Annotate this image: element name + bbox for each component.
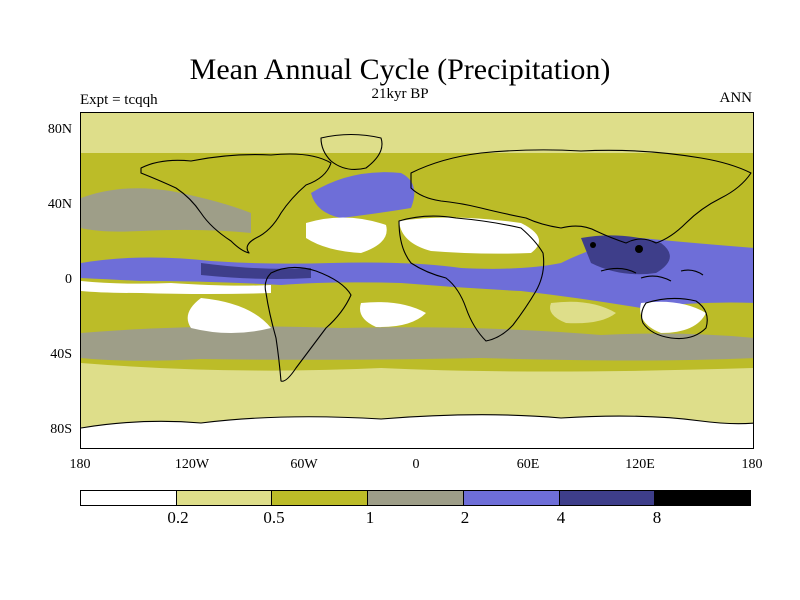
lon-label-60w: 60W — [290, 457, 318, 472]
colorbar-label-0-2: 0.2 — [167, 508, 189, 527]
lat-label-80n: 80N — [47, 122, 72, 137]
southern-storm-track — [81, 326, 753, 361]
colorbar-label-4: 4 — [556, 508, 566, 527]
indonesia-islands — [600, 267, 704, 282]
antarctica-region — [81, 414, 753, 448]
colorbar-label-8: 8 — [652, 508, 662, 527]
map-title: Mean Annual Cycle (Precipitation) — [189, 53, 611, 86]
season-label: ANN — [719, 90, 753, 106]
lon-label-120e: 120E — [625, 457, 655, 472]
lat-label-80s: 80S — [50, 422, 72, 437]
colorbar-label-1: 1 — [365, 508, 375, 527]
coastlines — [81, 133, 753, 429]
south-america-coast — [264, 266, 352, 382]
south-atlantic-dry-zone — [360, 302, 426, 328]
lon-label-180w: 180 — [69, 457, 91, 472]
eurasia-coast — [410, 149, 752, 244]
map-subtitle: 21kyr BP — [371, 86, 429, 102]
heavy-precip-cell — [635, 245, 643, 253]
lat-label-40s: 40S — [50, 347, 72, 362]
southern-ocean-dry — [81, 363, 753, 403]
lon-label-0: 0 — [412, 457, 420, 472]
precipitation-map — [81, 113, 753, 448]
arctic-dry-band — [81, 113, 753, 153]
greenland-coast — [320, 133, 383, 170]
itcz-core — [201, 263, 311, 279]
colorbar-bin — [368, 491, 464, 505]
colorbar-label-0-5: 0.5 — [263, 508, 285, 527]
colorbar-bin — [559, 491, 656, 505]
pacific-cold-tongue — [81, 281, 271, 294]
colorbar-bin — [655, 491, 751, 505]
warm-pool-core — [581, 235, 670, 275]
lon-label-120w: 120W — [174, 457, 210, 472]
colorbar-bin — [176, 491, 273, 505]
australia-dry-zone — [640, 301, 706, 333]
colorbar — [80, 490, 751, 506]
south-pacific-dry-zone — [187, 298, 271, 333]
africa-coast — [398, 215, 545, 342]
lon-label-180e: 180 — [741, 457, 763, 472]
indian-ocean-dry-zone — [550, 301, 616, 324]
antarctica-coast — [81, 414, 753, 429]
north-atlantic-subtropical-dry — [306, 217, 387, 253]
itcz-band — [81, 238, 753, 308]
north-atlantic-storm-track — [311, 172, 415, 218]
australia-coast — [640, 297, 708, 340]
lon-label-60e: 60E — [516, 457, 540, 472]
map-panel — [80, 112, 754, 449]
colorbar-bin — [81, 491, 177, 505]
experiment-label: Expt = tcqqh — [80, 92, 158, 108]
colorbar-bin — [272, 491, 369, 505]
lat-label-0: 0 — [65, 272, 72, 287]
sahara-dry-zone — [399, 217, 539, 254]
lat-label-40n: 40N — [47, 197, 72, 212]
north-america-coast — [140, 153, 332, 254]
colorbar-label-2: 2 — [460, 508, 470, 527]
colorbar-bin — [463, 491, 560, 505]
heavy-precip-cell — [590, 242, 596, 248]
